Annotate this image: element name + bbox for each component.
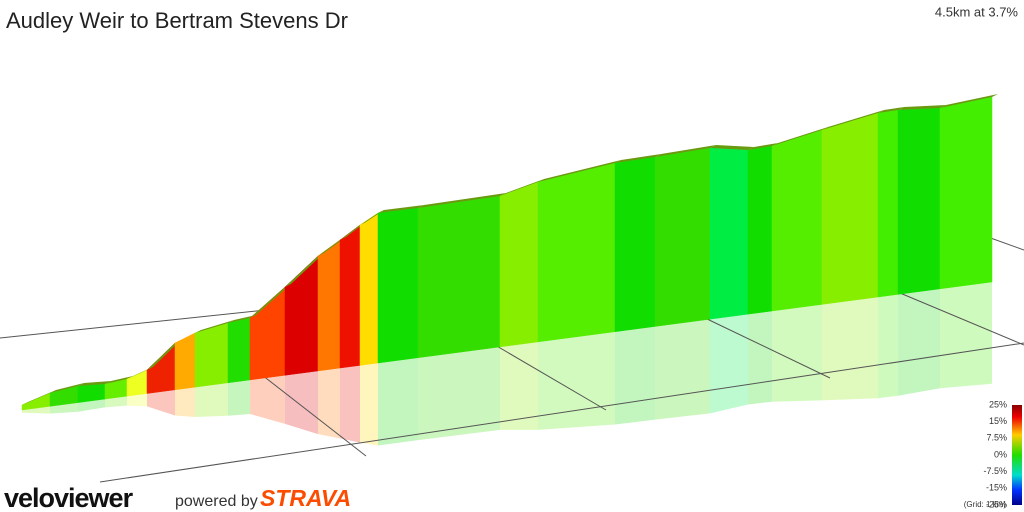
profile-top: [285, 253, 324, 287]
profile-strip: [771, 129, 823, 312]
profile-top: [228, 315, 256, 323]
profile-strip: [537, 162, 616, 343]
profile-top: [655, 145, 716, 157]
grid-line: [261, 374, 367, 457]
profile-strip: [339, 224, 361, 369]
profile-top: [615, 154, 661, 163]
legend-label: 25%: [989, 399, 1007, 409]
profile-strip: [146, 342, 176, 394]
profile-strip: [227, 317, 251, 384]
profile-wall: [21, 94, 998, 411]
reflection-strip: [105, 396, 127, 408]
profile-top: [748, 143, 778, 150]
profile-strip: [317, 239, 341, 372]
grid-line: [494, 344, 607, 411]
reflection-strip: [175, 387, 195, 417]
grid-line: [704, 317, 831, 379]
reflection-strip: [418, 346, 500, 441]
profile-strip: [359, 212, 379, 366]
profile-strip: [939, 96, 993, 290]
grid-note: (Grid: 1 km): [964, 500, 1007, 509]
grid-line: [899, 292, 1024, 346]
profile-top: [340, 222, 366, 240]
reflection-strip: [822, 297, 878, 401]
reflection-strip: [615, 326, 655, 425]
partner-logo: STRAVA: [260, 485, 351, 511]
profile-top: [898, 105, 946, 110]
profile-top: [250, 284, 291, 318]
profile-top: [940, 94, 998, 108]
profile-strip: [194, 322, 229, 388]
profile-top: [710, 145, 754, 150]
reflection-strip: [360, 363, 378, 446]
profile-top: [318, 237, 346, 256]
reflection-strip: [318, 368, 340, 439]
profile-strip: [417, 195, 501, 359]
profile-strip: [77, 383, 106, 403]
reflection-strip: [50, 402, 78, 414]
summary: 4.5km at 3.7%: [935, 4, 1019, 19]
reflection-strip: [772, 304, 822, 402]
reflection-strip: [500, 341, 538, 430]
profile-strip: [614, 156, 656, 333]
grid-line: [99, 342, 1024, 483]
reflection-strip: [940, 281, 992, 389]
reflection-strip: [250, 375, 285, 424]
reflection-strip: [898, 288, 940, 396]
legend-label: 7.5%: [986, 433, 1007, 443]
reflection-strip: [748, 311, 772, 405]
reflection-strip: [147, 389, 175, 416]
profile-strip: [377, 207, 419, 364]
profile-strip: [249, 286, 286, 381]
profile-top: [105, 376, 133, 384]
profile-strip: [897, 107, 941, 295]
reflection-strip: [655, 319, 710, 420]
legend-label: -15%: [986, 483, 1007, 493]
profile-strip: [747, 145, 773, 315]
profile-top: [78, 381, 111, 386]
legend-label: -25%: [986, 499, 1007, 509]
profile-top: [378, 205, 424, 213]
profile-top: [772, 127, 828, 146]
profile-top: [147, 340, 181, 370]
reflection-strip: [22, 406, 50, 414]
reflection-strip: [378, 357, 418, 446]
legend-label: 0%: [994, 449, 1007, 459]
profile-top: [500, 179, 544, 196]
profile-strip: [126, 369, 148, 397]
title: Audley Weir to Bertram Stevens Dr: [6, 8, 348, 33]
profile-top: [195, 320, 234, 333]
powered-by: powered by: [175, 493, 258, 510]
profile-top: [822, 110, 884, 130]
reflection-strip: [538, 331, 615, 430]
profile-strip: [877, 109, 899, 298]
profile-top: [50, 383, 84, 393]
profile-strip: [499, 181, 539, 348]
reflection-strip: [127, 393, 147, 407]
legend-label: 15%: [989, 416, 1007, 426]
profile-top: [22, 390, 56, 405]
profile-strip: [174, 332, 196, 391]
profile-top: [538, 160, 621, 182]
brand-logo: veloviewer: [4, 483, 134, 512]
profile-strip: [654, 147, 711, 327]
reflection-strip: [228, 379, 250, 416]
reflection-strip: [195, 382, 228, 417]
reflection-strip: [340, 365, 360, 443]
profile-top: [127, 367, 153, 379]
profile-top: [418, 193, 506, 208]
reflection-strip: [285, 370, 318, 435]
reflection-strip: [78, 399, 105, 412]
grid: [99, 292, 1024, 483]
profile-top: [878, 107, 904, 113]
reflection: [22, 281, 992, 446]
reflection-strip: [878, 294, 898, 399]
legend: 25% 15% 7.5% 0% -7.5% -15% -25%: [983, 399, 1007, 509]
profile-strip: [821, 112, 879, 305]
legend-colorbar: [1012, 405, 1022, 505]
profile-strip: [709, 147, 749, 320]
legend-label: -7.5%: [983, 466, 1007, 476]
